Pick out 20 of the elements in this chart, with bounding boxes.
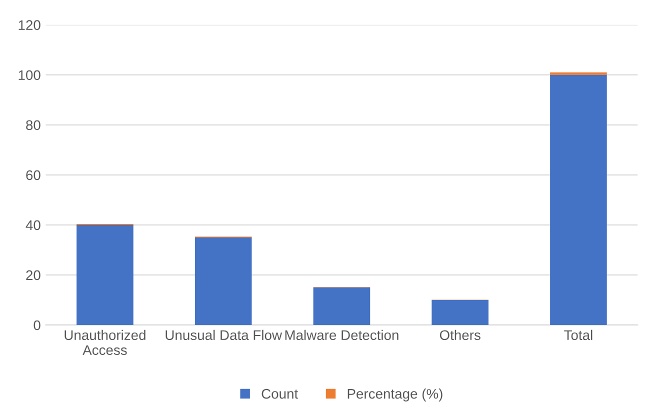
bar: [550, 72, 607, 75]
y-tick-label: 60: [26, 170, 40, 180]
bar: [313, 287, 370, 325]
y-tick-label: 100: [18, 70, 40, 80]
x-tick-label: Others: [440, 330, 480, 340]
bar: [550, 74, 607, 325]
bar: [194, 237, 252, 325]
y-tick-label: 40: [26, 220, 40, 230]
x-tick-label: Unusual Data Flow: [166, 330, 282, 340]
y-tick-label: 120: [18, 20, 40, 30]
legend-label: Count: [262, 388, 298, 399]
bar: [76, 224, 134, 325]
y-tick-label: 80: [26, 120, 40, 130]
y-tick-label: 20: [26, 270, 40, 280]
x-tick-label: Malware Detection: [285, 330, 398, 340]
x-tick-label: Unauthorized Access: [64, 330, 146, 356]
x-tick-label: Total: [564, 330, 592, 340]
bar: [432, 300, 488, 325]
y-tick-label: 0: [34, 320, 40, 330]
legend-label: Percentage (%): [348, 388, 442, 402]
